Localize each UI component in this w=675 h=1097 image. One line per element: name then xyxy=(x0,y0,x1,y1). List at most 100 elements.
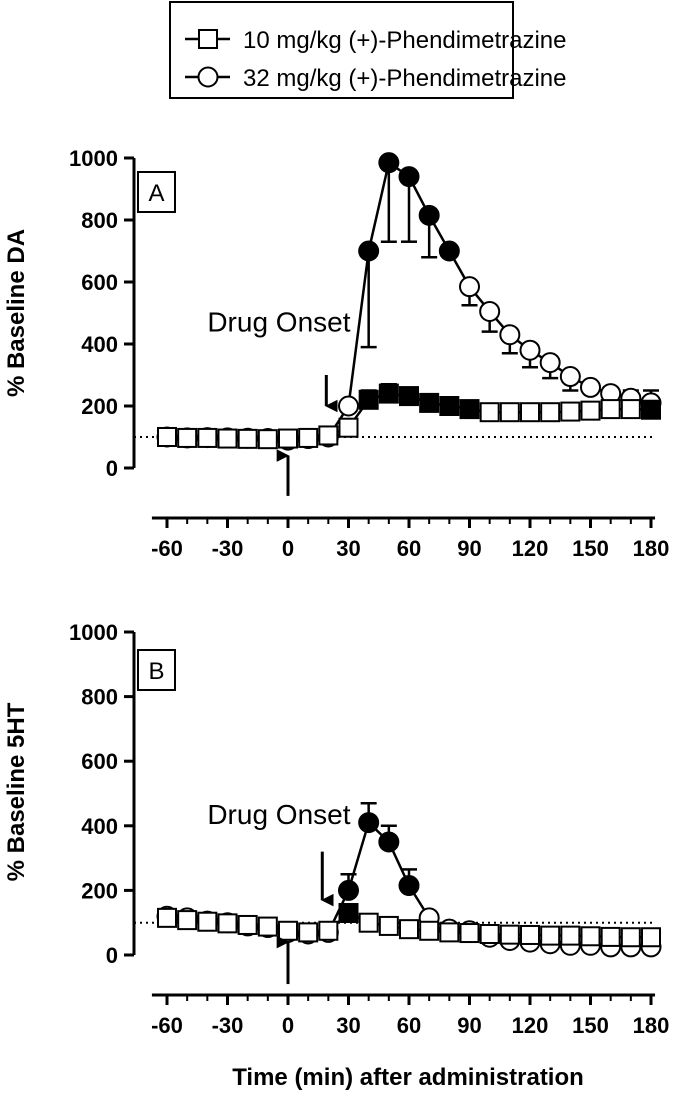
square-marker xyxy=(580,400,601,421)
circle-marker xyxy=(438,240,460,262)
square-marker xyxy=(399,386,419,407)
legend-label-32mg: 32 mg/kg (+)-Phendimetrazine xyxy=(243,65,566,92)
circle-marker xyxy=(459,276,480,298)
x-tick-label: 30 xyxy=(336,1013,360,1038)
y-tick-label: 600 xyxy=(81,749,118,774)
panel-b-label: B xyxy=(148,658,164,685)
panel-a-drug-onset-label: Drug Onset xyxy=(207,307,350,338)
square-marker xyxy=(620,399,641,420)
square-marker xyxy=(580,926,601,947)
panel-b-y-axis: 0 200 400 600 800 1000 xyxy=(69,620,136,968)
circle-marker xyxy=(338,395,359,417)
y-tick-label: 1000 xyxy=(69,146,118,171)
panel-b-drug-onset-label: Drug Onset xyxy=(207,799,350,830)
circle-marker xyxy=(539,352,561,374)
x-tick-label: 120 xyxy=(512,536,549,561)
square-marker xyxy=(217,913,238,934)
square-marker xyxy=(257,429,278,450)
square-marker xyxy=(338,417,359,438)
square-marker xyxy=(620,927,641,948)
square-marker xyxy=(419,920,440,941)
x-tick-label: -30 xyxy=(212,1013,244,1038)
x-tick-label: 0 xyxy=(282,1013,294,1038)
x-tick-label: 150 xyxy=(572,536,609,561)
y-tick-label: 1000 xyxy=(69,620,118,645)
circle-marker xyxy=(358,812,380,834)
square-marker xyxy=(499,402,520,423)
x-tick-label: 90 xyxy=(457,536,481,561)
x-tick-label: -30 xyxy=(212,536,244,561)
panel-a-y-axis: 0 200 400 600 800 1000 xyxy=(69,146,136,481)
square-marker xyxy=(641,399,661,420)
x-tick-label: 150 xyxy=(572,1013,609,1038)
x-tick-label: 30 xyxy=(336,536,360,561)
square-marker xyxy=(419,392,440,413)
x-tick-label: -60 xyxy=(151,1013,183,1038)
panel-a-label: A xyxy=(148,180,164,207)
square-marker xyxy=(499,924,520,945)
square-marker xyxy=(439,396,460,416)
square-marker xyxy=(318,920,339,941)
square-marker xyxy=(378,383,399,404)
x-tick-label: 90 xyxy=(457,1013,481,1038)
x-tick-label: 180 xyxy=(633,1013,670,1038)
circle-marker xyxy=(499,324,521,346)
y-tick-label: 200 xyxy=(81,394,118,419)
square-marker xyxy=(157,907,177,928)
y-tick-label: 800 xyxy=(81,208,118,233)
square-marker xyxy=(197,911,218,932)
square-marker xyxy=(298,427,319,448)
square-marker xyxy=(641,927,661,948)
square-marker xyxy=(378,915,399,936)
square-marker xyxy=(237,428,258,449)
square-marker xyxy=(399,919,419,940)
x-tick-label: 60 xyxy=(397,536,421,561)
circle-marker xyxy=(378,152,400,174)
circle-marker xyxy=(338,879,359,901)
y-tick-label: 0 xyxy=(106,456,118,481)
panel-a-marks xyxy=(156,152,662,451)
square-marker xyxy=(197,427,218,448)
square-marker xyxy=(459,923,480,944)
y-tick-label: 600 xyxy=(81,270,118,295)
panel-a-y-label: % Baseline DA xyxy=(3,229,30,397)
square-marker xyxy=(177,427,198,448)
panel-a-label-box xyxy=(137,171,176,213)
legend-square-marker xyxy=(198,29,218,49)
square-marker xyxy=(217,428,238,449)
square-marker xyxy=(358,912,379,933)
panel-b-y-label: % Baseline 5HT xyxy=(3,702,30,881)
square-marker xyxy=(600,926,621,947)
panel-b-marks xyxy=(156,801,662,958)
x-tick-label: 0 xyxy=(282,536,294,561)
circle-marker xyxy=(580,376,601,398)
y-tick-label: 800 xyxy=(81,685,118,710)
square-marker xyxy=(560,925,581,946)
circle-marker xyxy=(559,366,581,388)
x-tick-label: 120 xyxy=(512,1013,549,1038)
panel-a: % Baseline DA 0 200 400 600 800 1000 -60 -30 0 3… xyxy=(3,146,669,561)
y-tick-label: 0 xyxy=(106,943,118,968)
legend-box xyxy=(169,1,514,99)
square-marker xyxy=(540,402,561,423)
square-marker xyxy=(560,401,581,422)
square-marker xyxy=(298,922,319,943)
square-marker xyxy=(157,427,177,447)
circle-marker xyxy=(519,339,541,361)
x-tick-label: -60 xyxy=(151,536,183,561)
circle-marker xyxy=(479,300,501,322)
panel-b-label-box xyxy=(137,649,176,691)
legend: 10 mg/kg (+)-Phendimetrazine 32 mg/kg (+… xyxy=(169,1,566,99)
square-marker xyxy=(479,924,500,945)
square-marker xyxy=(540,925,561,946)
square-marker xyxy=(237,914,258,935)
x-tick-label: 180 xyxy=(633,536,670,561)
square-marker xyxy=(600,399,621,420)
y-tick-label: 400 xyxy=(81,814,118,839)
x-tick-label: 60 xyxy=(397,1013,421,1038)
circle-marker xyxy=(398,166,420,188)
panel-a-x-axis: -60 -30 0 30 60 90 120 150 180 xyxy=(151,516,670,561)
y-tick-label: 200 xyxy=(81,878,118,903)
square-marker xyxy=(479,402,500,423)
